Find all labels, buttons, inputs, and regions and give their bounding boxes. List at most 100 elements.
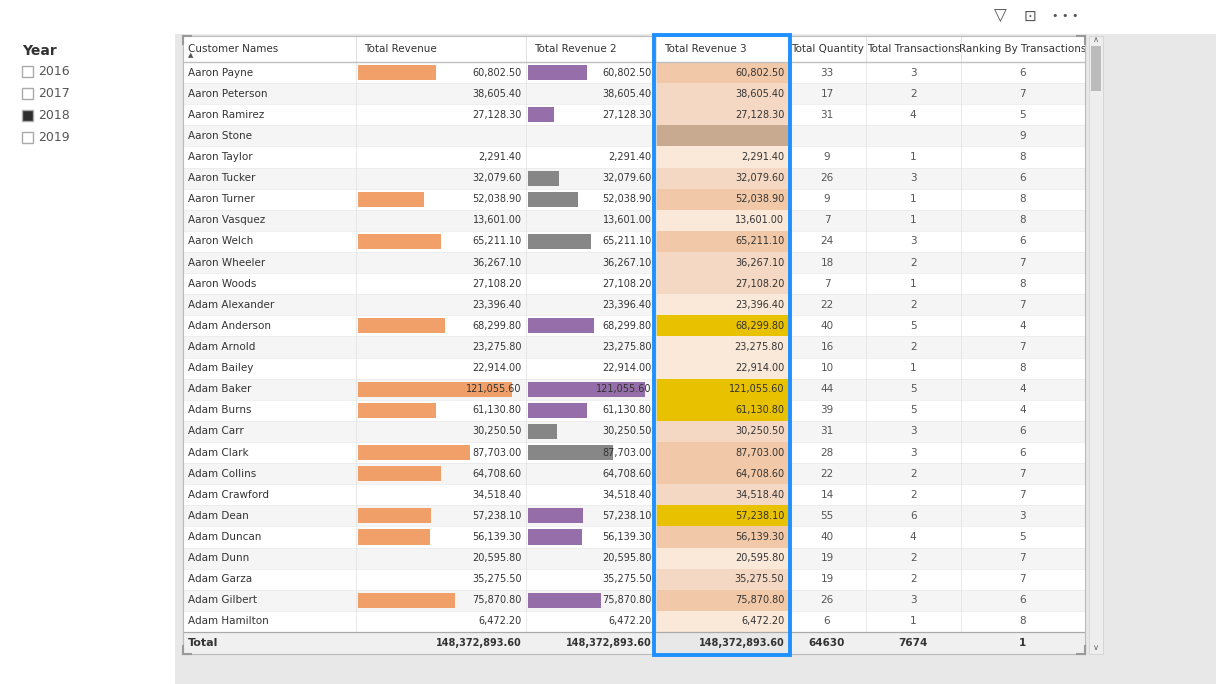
Text: 10: 10 <box>821 363 834 373</box>
Bar <box>182 315 1085 337</box>
Text: 56,139.30: 56,139.30 <box>473 532 522 542</box>
Text: 52,038.90: 52,038.90 <box>473 194 522 205</box>
Text: 2,291.40: 2,291.40 <box>741 152 784 162</box>
Bar <box>655 189 788 210</box>
Text: 27,128.30: 27,128.30 <box>602 109 652 120</box>
Bar <box>182 146 1085 168</box>
Text: 52,038.90: 52,038.90 <box>602 194 652 205</box>
Bar <box>182 273 1085 294</box>
Text: Customer Names: Customer Names <box>188 44 278 54</box>
Text: Adam Anderson: Adam Anderson <box>188 321 271 331</box>
Text: 87,703.00: 87,703.00 <box>734 447 784 458</box>
Text: 1: 1 <box>1019 638 1026 648</box>
Text: 57,238.10: 57,238.10 <box>602 511 652 521</box>
Text: 60,802.50: 60,802.50 <box>473 68 522 77</box>
Text: 22,914.00: 22,914.00 <box>734 363 784 373</box>
Bar <box>655 527 788 548</box>
Text: 2: 2 <box>910 469 917 479</box>
Bar <box>182 463 1085 484</box>
Text: Year: Year <box>22 44 57 58</box>
Bar <box>655 399 788 421</box>
Bar <box>654 35 789 655</box>
Bar <box>528 107 554 122</box>
Text: 6,472.20: 6,472.20 <box>741 616 784 627</box>
Text: 1: 1 <box>910 194 917 205</box>
Bar <box>182 36 1085 62</box>
Text: 23,396.40: 23,396.40 <box>473 300 522 310</box>
Text: 18: 18 <box>821 258 834 267</box>
Text: 39: 39 <box>821 406 834 415</box>
Bar <box>182 337 1085 358</box>
Text: 27,128.30: 27,128.30 <box>734 109 784 120</box>
Text: 13,601.00: 13,601.00 <box>603 215 652 225</box>
Text: 35,275.50: 35,275.50 <box>734 575 784 584</box>
Text: 7: 7 <box>1019 575 1026 584</box>
Bar <box>182 125 1085 146</box>
Bar <box>182 36 1085 654</box>
Text: 5: 5 <box>1019 109 1026 120</box>
Text: 61,130.80: 61,130.80 <box>736 406 784 415</box>
Text: 68,299.80: 68,299.80 <box>602 321 652 331</box>
Text: 64,708.60: 64,708.60 <box>736 469 784 479</box>
Text: 8: 8 <box>1019 278 1026 289</box>
Bar <box>655 463 788 484</box>
Text: 7: 7 <box>1019 300 1026 310</box>
Text: 30,250.50: 30,250.50 <box>602 426 652 436</box>
Bar <box>528 445 613 460</box>
Text: 20,595.80: 20,595.80 <box>472 553 522 563</box>
Text: 22: 22 <box>821 300 834 310</box>
Text: 13,601.00: 13,601.00 <box>736 215 784 225</box>
Text: 7: 7 <box>1019 342 1026 352</box>
Text: • • •: • • • <box>1052 11 1079 21</box>
Text: 23,275.80: 23,275.80 <box>602 342 652 352</box>
Bar <box>22 66 33 77</box>
Text: 65,211.10: 65,211.10 <box>473 237 522 246</box>
Text: 121,055.60: 121,055.60 <box>596 384 652 394</box>
Bar <box>182 527 1085 548</box>
Bar <box>655 104 788 125</box>
Text: 6: 6 <box>1019 68 1026 77</box>
Text: 7: 7 <box>823 215 831 225</box>
Text: 23,396.40: 23,396.40 <box>736 300 784 310</box>
Bar <box>528 424 557 439</box>
Bar <box>655 83 788 104</box>
Text: Aaron Woods: Aaron Woods <box>188 278 257 289</box>
Text: 6: 6 <box>1019 595 1026 605</box>
Text: 5: 5 <box>910 321 917 331</box>
Text: 55: 55 <box>821 511 834 521</box>
Text: Adam Garza: Adam Garza <box>188 575 252 584</box>
Bar <box>655 358 788 379</box>
Text: 23,396.40: 23,396.40 <box>602 300 652 310</box>
Text: 2,291.40: 2,291.40 <box>608 152 652 162</box>
Text: 68,299.80: 68,299.80 <box>473 321 522 331</box>
Bar <box>182 484 1085 505</box>
Bar <box>528 593 601 608</box>
Bar <box>182 83 1085 104</box>
Text: 65,211.10: 65,211.10 <box>734 237 784 246</box>
Text: 2: 2 <box>910 575 917 584</box>
Bar <box>528 234 591 249</box>
Text: Adam Carr: Adam Carr <box>188 426 243 436</box>
Text: 1: 1 <box>910 616 917 627</box>
Text: 148,372,893.60: 148,372,893.60 <box>698 638 784 648</box>
Text: 2: 2 <box>910 342 917 352</box>
Text: Adam Baker: Adam Baker <box>188 384 252 394</box>
Bar <box>655 168 788 189</box>
Text: 3: 3 <box>910 447 917 458</box>
Text: 40: 40 <box>821 532 834 542</box>
Text: 4: 4 <box>910 109 917 120</box>
Text: 64,708.60: 64,708.60 <box>473 469 522 479</box>
Bar <box>359 382 512 397</box>
Bar <box>528 192 578 207</box>
Bar <box>655 273 788 294</box>
Text: 13,601.00: 13,601.00 <box>473 215 522 225</box>
Bar <box>655 125 788 146</box>
Text: 40: 40 <box>821 321 834 331</box>
Text: 35,275.50: 35,275.50 <box>472 575 522 584</box>
Bar <box>182 505 1085 527</box>
Bar <box>182 168 1085 189</box>
Text: 6: 6 <box>1019 447 1026 458</box>
Text: 8: 8 <box>1019 616 1026 627</box>
Text: 31: 31 <box>821 426 834 436</box>
Text: 61,130.80: 61,130.80 <box>473 406 522 415</box>
